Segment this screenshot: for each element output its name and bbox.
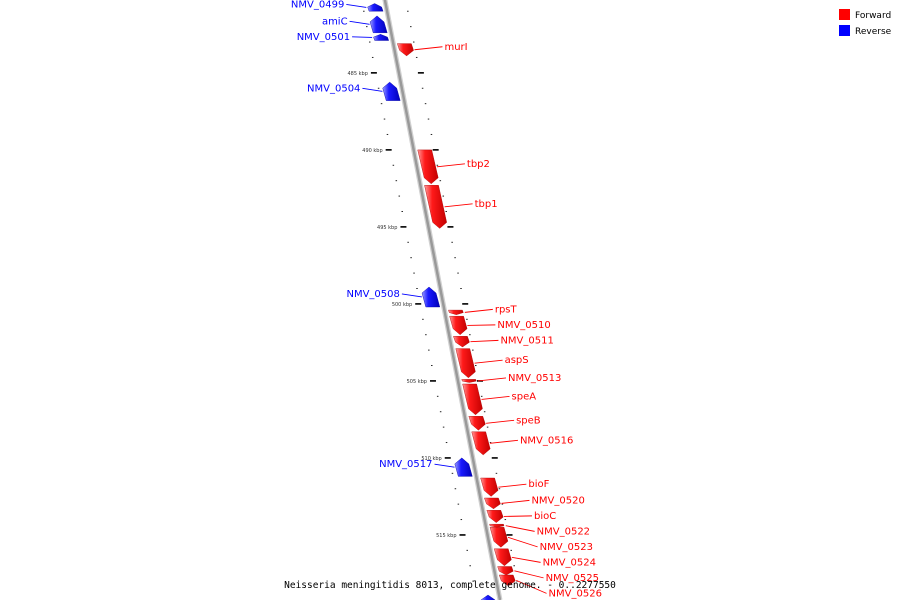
gene-arrow-tbp2[interactable]	[417, 149, 439, 185]
gene-leader-line	[464, 308, 493, 313]
gene-arrow-murI[interactable]	[397, 43, 414, 57]
gene-leader-line	[511, 556, 541, 563]
gene-leader-line	[503, 515, 532, 517]
gene-arrow-amiC[interactable]	[369, 15, 388, 33]
gene-arrow-NMV_0524[interactable]	[493, 548, 512, 567]
gene-label-NMV_0526[interactable]: NMV_0526	[549, 588, 602, 599]
gene-leader-line	[481, 395, 510, 400]
gene-leader-line	[444, 203, 473, 208]
gene-leader-line	[401, 293, 422, 298]
gene-arrow-NMV_0513[interactable]	[461, 379, 477, 383]
gene-label-aspS[interactable]: aspS	[505, 355, 529, 366]
gene-leader-line	[467, 324, 496, 326]
gene-leader-line	[352, 36, 373, 38]
gene-leader-line	[507, 536, 538, 548]
map-title: Neisseria meningitidis 8013, complete ge…	[284, 580, 616, 591]
gene-label-amiC[interactable]: amiC	[322, 16, 348, 27]
tick-label: 510 kbp	[421, 456, 441, 462]
gene-leader-line	[362, 87, 383, 92]
gene-arrow-speA[interactable]	[462, 383, 483, 416]
legend-reverse-label: Reverse	[855, 27, 892, 37]
gene-label-NMV_0525[interactable]: NMV_0525	[546, 573, 599, 584]
gene-label-NMV_0524[interactable]: NMV_0524	[543, 557, 596, 568]
gene-arrow-NMV_0526[interactable]	[498, 574, 516, 587]
backbone-line	[383, 0, 502, 600]
tick-label: 515 kbp	[436, 533, 456, 539]
gene-leader-line	[505, 525, 535, 532]
gene-arrow-NMV_0517[interactable]	[454, 457, 473, 477]
gene-arrow-bioC[interactable]	[486, 510, 504, 523]
gene-leader-line	[486, 419, 515, 424]
gene-arrow-NMV_0504[interactable]	[382, 81, 401, 101]
gene-arrow-unnamed[interactable]	[480, 594, 497, 600]
gene-leader-line	[498, 483, 527, 488]
gene-arrow-rpsT[interactable]	[448, 309, 464, 315]
gene-label-NMV_0520[interactable]: NMV_0520	[531, 495, 584, 506]
gene-arrow-NMV_0520[interactable]	[484, 497, 501, 510]
gene-leader-line	[489, 439, 518, 444]
gene-arrow-NMV_0523[interactable]	[489, 527, 509, 548]
gene-arrow-NMV_0499[interactable]	[367, 3, 384, 12]
gene-label-NMV_0511[interactable]: NMV_0511	[500, 335, 553, 346]
gene-label-NMV_0508[interactable]: NMV_0508	[346, 289, 399, 300]
tick-label: 505 kbp	[407, 379, 427, 385]
gene-label-NMV_0499[interactable]: NMV_0499	[291, 0, 344, 10]
gene-label-NMV_0513[interactable]: NMV_0513	[508, 373, 561, 384]
gene-label-NMV_0510[interactable]: NMV_0510	[497, 320, 550, 331]
gene-leader-line	[516, 579, 547, 594]
gene-arrow-speB[interactable]	[468, 416, 486, 431]
gene-label-NMV_0523[interactable]: NMV_0523	[540, 542, 593, 553]
legend: Forward Reverse	[839, 9, 892, 37]
gene-leader-line	[477, 377, 507, 382]
gene-label-NMV_0522[interactable]: NMV_0522	[537, 526, 590, 537]
gene-arrow-NMV_0501[interactable]	[373, 34, 389, 41]
gene-label-tbp1[interactable]: tbp1	[475, 199, 498, 210]
gene-arrow-NMV_0525[interactable]	[497, 566, 514, 576]
gene-label-tbp2[interactable]: tbp2	[467, 159, 490, 170]
gene-arrow-NMV_0508[interactable]	[421, 286, 441, 308]
gene-label-NMV_0504[interactable]: NMV_0504	[307, 83, 360, 94]
gene-leader-line	[474, 359, 503, 364]
tick-label: 495 kbp	[377, 225, 397, 231]
gene-label-speB[interactable]: speB	[516, 415, 541, 426]
gene-leader-line	[434, 463, 455, 468]
gene-arrow-tbp1[interactable]	[424, 185, 447, 229]
gene-leader-line	[436, 163, 465, 168]
legend-reverse-swatch	[839, 25, 850, 36]
legend-forward-swatch	[839, 9, 850, 20]
gene-label-speA[interactable]: speA	[512, 391, 537, 402]
gene-label-rpsT[interactable]: rpsT	[495, 304, 518, 315]
tick-label: 500 kbp	[392, 302, 412, 308]
gene-leader-line	[501, 499, 530, 504]
gene-leader-line	[346, 3, 367, 8]
gene-label-NMV_0516[interactable]: NMV_0516	[520, 435, 573, 446]
gene-leader-line	[514, 570, 544, 579]
gene-arrow-aspS[interactable]	[455, 348, 476, 379]
gene-arrow-NMV_0516[interactable]	[471, 431, 491, 456]
gene-label-bioF[interactable]: bioF	[528, 479, 549, 490]
gene-arrow-NMV_0522[interactable]	[489, 524, 505, 528]
gene-leader-line	[349, 20, 370, 25]
gene-label-murI[interactable]: murI	[444, 42, 467, 53]
gene-leader-line	[470, 339, 499, 343]
tick-label: 490 kbp	[362, 148, 382, 154]
gene-label-NMV_0517[interactable]: NMV_0517	[379, 459, 432, 470]
gene-arrow-bioF[interactable]	[480, 477, 499, 497]
gene-arrow-NMV_0511[interactable]	[453, 336, 470, 348]
gene-label-NMV_0501[interactable]: NMV_0501	[297, 32, 350, 43]
legend-forward-label: Forward	[855, 11, 891, 21]
gene-leader-line	[414, 46, 443, 51]
gene-arrow-NMV_0510[interactable]	[449, 316, 468, 335]
tick-label: 485 kbp	[348, 71, 368, 77]
gene-label-bioC[interactable]: bioC	[534, 511, 556, 522]
